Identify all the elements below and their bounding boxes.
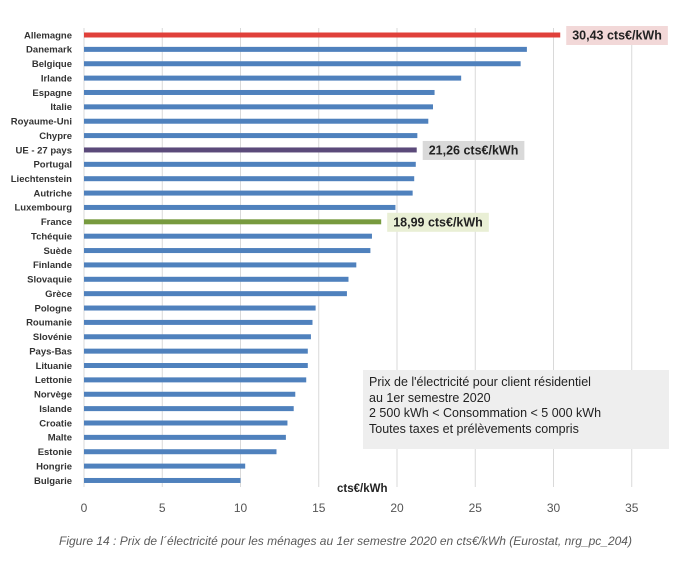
bar	[84, 219, 382, 225]
callout-value: 30,43 cts€/kWh	[572, 29, 662, 43]
bar	[84, 118, 429, 124]
bar	[84, 61, 521, 67]
bar	[84, 391, 296, 397]
bar	[84, 75, 462, 81]
callout-background	[387, 212, 489, 232]
category-label: Norvège	[34, 390, 72, 401]
info-line: Toutes taxes et prélèvements compris	[369, 421, 579, 436]
bar	[84, 46, 527, 52]
bar	[84, 248, 371, 254]
x-tick-label: 35	[625, 501, 639, 515]
value-callouts: 30,43 cts€/kWh 21,26 cts€/kWh 18,99 cts€/k…	[387, 26, 668, 232]
bar	[84, 363, 308, 369]
bar	[84, 477, 241, 483]
bar	[84, 276, 349, 282]
value-callout: 30,43 cts€/kWh	[566, 26, 668, 45]
category-labels: Allemagne Danemark Belgique Irlande Espagne I…	[11, 30, 73, 486]
x-tick-label: 10	[234, 501, 248, 515]
category-label: Chypre	[39, 131, 72, 142]
figure-caption: Figure 14 : Prix de l´électricité pour l…	[59, 534, 632, 548]
info-line: 2 500 kWh < Consommation < 5 000 kWh	[369, 406, 602, 420]
category-label: Irlande	[41, 73, 72, 84]
category-label: Malte	[48, 433, 72, 444]
x-tick-label: 25	[469, 501, 483, 515]
category-label: Italie	[50, 102, 72, 113]
bar	[84, 147, 417, 153]
category-label: Bulgarie	[34, 476, 72, 487]
bar	[84, 449, 277, 455]
bar	[84, 204, 396, 210]
category-label: Croatie	[39, 418, 72, 429]
category-label: Belgique	[32, 59, 72, 70]
bar	[84, 319, 313, 325]
x-axis-ticks: 0 5 10 15 20 25 30 35	[81, 501, 639, 515]
category-label: Suède	[43, 246, 72, 257]
bar	[84, 463, 246, 469]
category-label: Portugal	[33, 160, 72, 171]
bar	[84, 190, 413, 196]
bar	[84, 305, 316, 311]
category-label: Estonie	[38, 447, 72, 458]
category-label: Slovénie	[33, 332, 72, 343]
category-label: Espagne	[32, 88, 72, 99]
callout-value: 18,99 cts€/kWh	[393, 215, 483, 229]
category-label: Tchéquie	[31, 231, 72, 242]
x-tick-label: 30	[547, 501, 561, 515]
bar	[84, 176, 415, 182]
info-line: Prix de l'électricité pour client réside…	[369, 375, 591, 389]
bar	[84, 262, 357, 268]
category-label: Finlande	[33, 260, 72, 271]
bar	[84, 291, 347, 297]
category-label: Allemagne	[24, 30, 72, 41]
category-label: France	[41, 217, 72, 228]
value-callout: 21,26 cts€/kWh	[422, 140, 525, 160]
category-label: Pologne	[35, 303, 72, 314]
category-label: Liechtenstein	[11, 174, 72, 185]
bar	[84, 133, 418, 139]
x-tick-label: 15	[312, 501, 326, 515]
bar	[84, 233, 372, 239]
x-tick-label: 20	[390, 501, 404, 515]
category-label: Royaume-Uni	[11, 117, 72, 128]
category-label: Grèce	[45, 289, 72, 300]
bar	[84, 377, 307, 383]
bar-chart: Allemagne Danemark Belgique Irlande Espagne I…	[11, 26, 668, 515]
bar	[84, 420, 288, 426]
info-line: au 1er semestre 2020	[369, 390, 491, 405]
bar	[84, 89, 435, 95]
bar	[84, 32, 561, 38]
category-label: Islande	[39, 404, 72, 415]
bar	[84, 104, 433, 110]
category-label: Luxembourg	[14, 203, 72, 214]
bars	[84, 32, 561, 483]
category-label: Pays-Bas	[29, 346, 72, 357]
callout-value: 21,26 cts€/kWh	[429, 143, 519, 157]
category-label: Roumanie	[26, 318, 72, 329]
callout-background	[422, 140, 525, 160]
bar	[84, 161, 416, 167]
category-label: Autriche	[33, 188, 72, 199]
category-label: Hongrie	[36, 461, 72, 472]
category-label: Danemark	[26, 45, 73, 56]
category-label: UE - 27 pays	[16, 145, 73, 156]
bar	[84, 406, 294, 412]
category-label: Lettonie	[35, 375, 72, 386]
x-tick-label: 5	[159, 501, 166, 515]
value-callout: 18,99 cts€/kWh	[387, 212, 489, 232]
category-label: Lituanie	[36, 361, 72, 372]
bar	[84, 348, 308, 354]
callout-background	[566, 26, 668, 45]
info-box: Prix de l'électricité pour client réside…	[363, 370, 669, 449]
category-label: Slovaquie	[27, 275, 72, 286]
x-axis-unit-label: cts€/kWh	[337, 483, 388, 495]
x-tick-label: 0	[81, 501, 88, 515]
bar	[84, 334, 311, 340]
bar	[84, 434, 286, 440]
